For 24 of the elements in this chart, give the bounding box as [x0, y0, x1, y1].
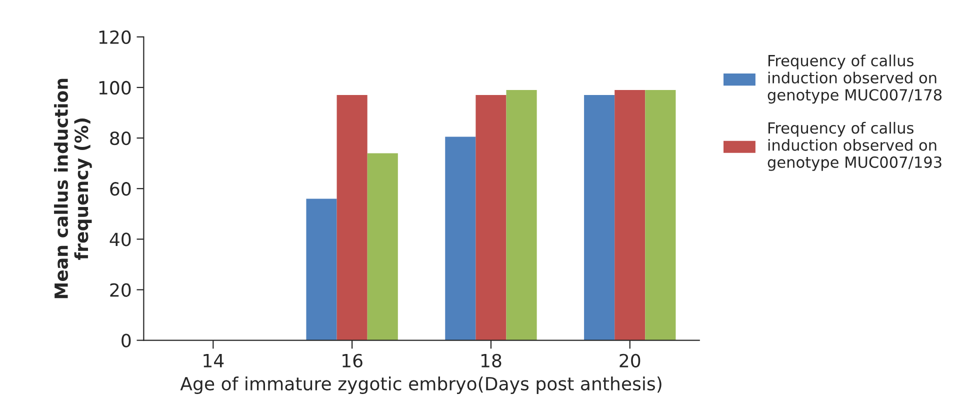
y-axis-title: Mean callus induction frequency (%): [54, 78, 92, 298]
bar: [584, 95, 615, 340]
bar: [445, 136, 476, 340]
bar: [306, 198, 337, 340]
y-tick-label: 60: [110, 182, 131, 196]
bar: [614, 90, 646, 340]
x-tick-label: 16: [342, 354, 362, 368]
legend-label: Frequency of callus induction observed on genotype MUC007/178: [768, 54, 942, 104]
legend-label: Frequency of callus induction observed on genotype MUC007/193: [768, 122, 942, 171]
x-tick-label: 14: [204, 354, 224, 368]
y-tick-label: 0: [122, 334, 131, 348]
y-tick-label: 40: [110, 232, 131, 246]
x-axis-title: Age of immature zygotic embryo(Days post anthesis): [180, 376, 662, 394]
y-tick-label: 80: [110, 131, 131, 146]
x-tick-label: 20: [620, 354, 640, 368]
y-tick-label: 100: [99, 80, 131, 95]
bar: [645, 90, 676, 340]
bar: [476, 95, 506, 340]
y-tick-label: 20: [110, 283, 131, 297]
bar: [367, 153, 398, 340]
bar: [506, 90, 537, 340]
x-tick-label: 18: [481, 354, 502, 368]
bar: [336, 95, 368, 340]
y-tick-label: 120: [99, 30, 131, 44]
